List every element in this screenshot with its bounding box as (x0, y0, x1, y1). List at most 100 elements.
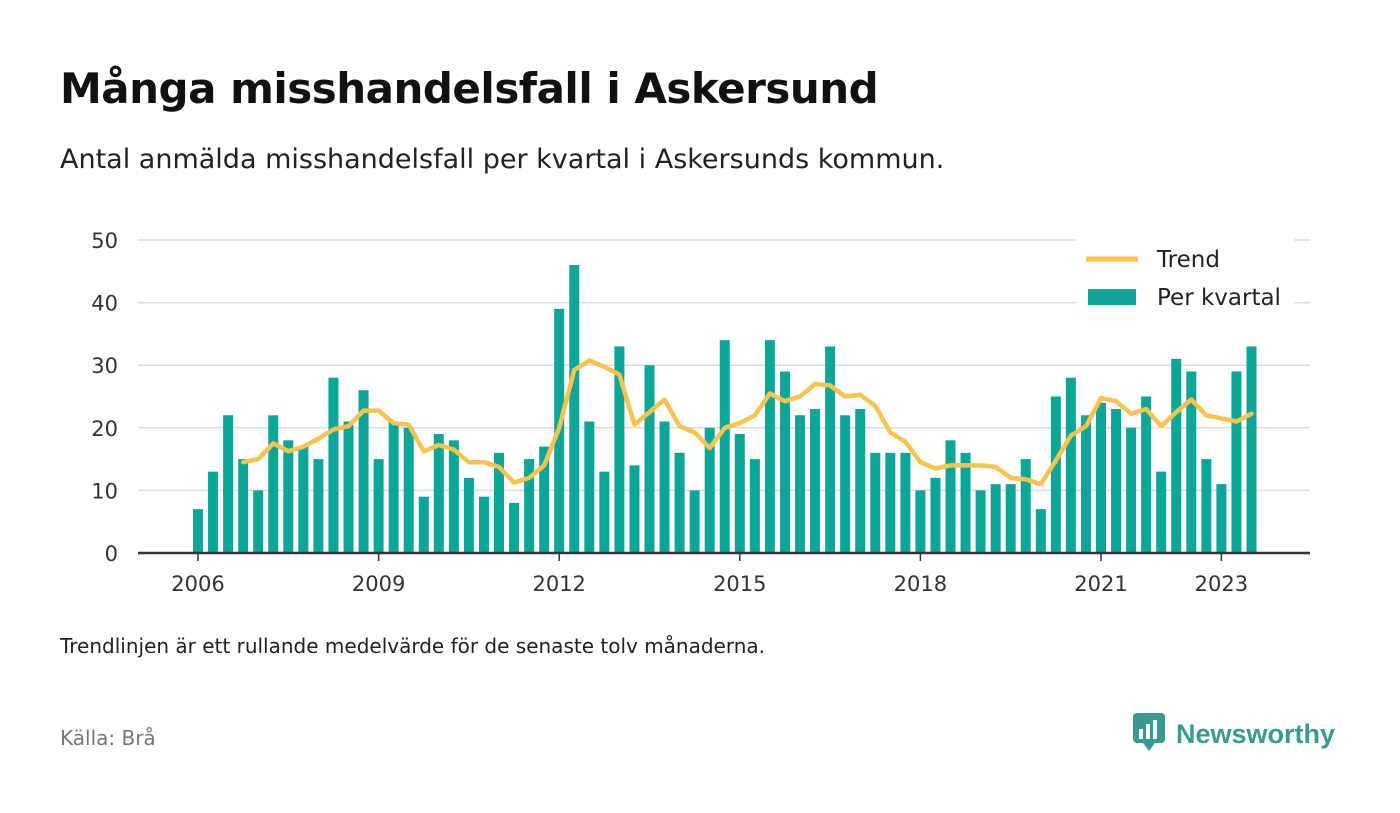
bar (704, 427, 715, 553)
x-tick-label: 2006 (171, 572, 224, 596)
y-tick-label: 20 (91, 417, 118, 441)
bar (1096, 402, 1106, 553)
bar (1186, 371, 1197, 553)
bar (719, 340, 730, 553)
bar (283, 440, 294, 553)
bar (1156, 471, 1167, 553)
trend-line (240, 358, 1254, 487)
bar (328, 377, 339, 553)
bar (1080, 415, 1091, 553)
bar (779, 371, 790, 553)
bar (960, 452, 971, 553)
legend-label-trend: Trend (1156, 247, 1220, 273)
bar (1126, 427, 1137, 553)
bar (298, 446, 309, 553)
legend-background (1076, 234, 1294, 320)
x-tick-label: 2023 (1195, 572, 1248, 596)
chart-area: 0 10 20 30 40 50 2006 2009 2012 2015 2018 2021 2023… (91, 229, 1310, 596)
bar (238, 459, 249, 553)
bar (734, 434, 745, 553)
bar (584, 421, 595, 553)
bar (764, 340, 775, 553)
bar-series (193, 265, 1257, 553)
bar (223, 415, 234, 553)
bar (644, 365, 655, 553)
legend-label-bar: Per kvartal (1157, 285, 1281, 311)
bar (795, 415, 805, 553)
bar (373, 459, 384, 553)
bar (689, 490, 700, 553)
x-tick-label: 2018 (894, 572, 947, 596)
bar (674, 452, 685, 553)
y-tick-label: 50 (91, 229, 118, 253)
bar (569, 265, 580, 553)
bar (388, 421, 399, 553)
bar (1065, 377, 1076, 553)
bar (900, 452, 911, 553)
chart-footnote: Trendlinjen är ett rullande medelvärde f… (60, 634, 766, 658)
bar (945, 440, 956, 553)
bar (1216, 484, 1227, 553)
bar (840, 415, 851, 553)
bar (659, 421, 670, 553)
bar (870, 452, 881, 553)
bar (1111, 409, 1122, 553)
bar (448, 440, 459, 553)
bar (253, 490, 264, 553)
legend-swatch-bar (1088, 289, 1136, 305)
bar (1171, 358, 1182, 553)
bar (193, 509, 203, 553)
bar (433, 434, 444, 553)
bar (1246, 346, 1257, 553)
trend-series (240, 358, 1254, 487)
bar (358, 390, 369, 553)
bar (614, 346, 625, 553)
bar (1201, 459, 1212, 553)
bar (208, 471, 219, 553)
x-axis: 2006 2009 2012 2015 2018 2021 2023 (138, 551, 1310, 596)
x-tick-label: 2009 (352, 572, 405, 596)
bar (313, 459, 324, 553)
bar (478, 496, 489, 553)
bar (885, 452, 896, 553)
bar (915, 490, 926, 553)
y-tick-label: 0 (105, 542, 118, 566)
newsworthy-brand[interactable]: Newsworthy (1132, 712, 1335, 756)
bar (990, 484, 1001, 553)
brand-name: Newsworthy (1176, 718, 1336, 749)
source-label: Källa: Brå (60, 726, 156, 750)
newsworthy-logo-icon (1132, 712, 1166, 756)
x-tick-label: 2012 (532, 572, 585, 596)
bar (825, 346, 836, 553)
bar (403, 427, 414, 553)
bar (1231, 371, 1242, 553)
x-tick-label: 2021 (1074, 572, 1127, 596)
bar (1020, 459, 1031, 553)
y-tick-label: 30 (91, 354, 118, 378)
bar (749, 459, 760, 553)
bar (1005, 484, 1016, 553)
bar (539, 446, 550, 553)
bar (629, 465, 640, 553)
bar (599, 471, 610, 553)
x-tick-label: 2015 (713, 572, 766, 596)
y-tick-label: 40 (91, 292, 118, 316)
chart-subtitle: Antal anmälda misshandelsfall per kvarta… (60, 144, 945, 175)
bar (494, 452, 504, 553)
y-tick-label: 10 (91, 479, 118, 503)
legend: Trend Per kvartal (1076, 234, 1294, 320)
chart-title: Många misshandelsfall i Askersund (60, 64, 879, 113)
bar (509, 502, 520, 553)
bar (1035, 509, 1046, 553)
bar (1050, 396, 1061, 553)
y-axis-ticks: 0 10 20 30 40 50 (91, 229, 118, 566)
bar (463, 477, 474, 553)
bar (975, 490, 986, 553)
bar (930, 477, 941, 553)
bar (1141, 396, 1152, 553)
bar (810, 409, 821, 553)
bar (343, 421, 354, 553)
bar (855, 409, 866, 553)
bar (268, 415, 279, 553)
bar (418, 496, 429, 553)
